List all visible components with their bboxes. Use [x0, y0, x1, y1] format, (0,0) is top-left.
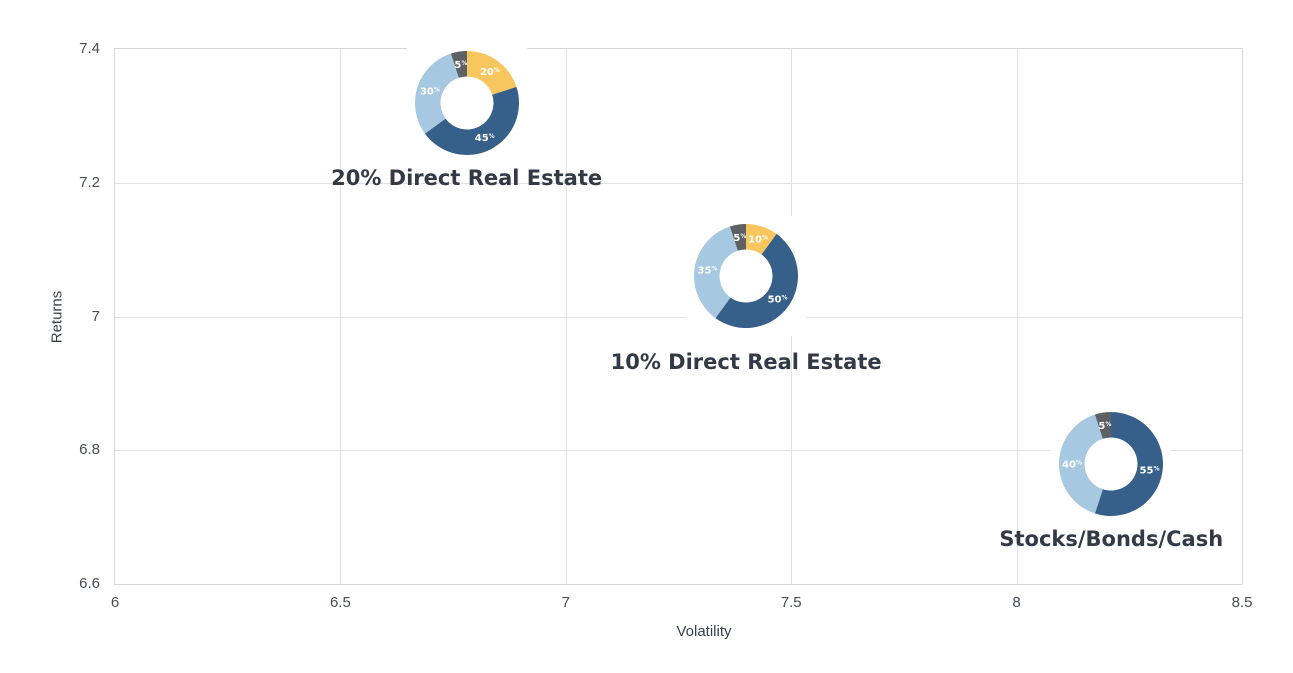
- donut-slice: [1095, 411, 1112, 439]
- donut-slice: [466, 50, 517, 95]
- donut-marker: 10% 50% 35% 5%: [686, 216, 807, 337]
- x-tick-label: 6.5: [329, 594, 351, 611]
- y-tick-label: 6.8: [79, 441, 100, 459]
- slice-percentage-label: 10%: [748, 235, 768, 246]
- x-tick-label: 6: [110, 594, 120, 611]
- slice-percentage-label: 5%: [454, 59, 467, 70]
- slice-percentage-label: 5%: [1099, 421, 1112, 432]
- slice-percentage-label: 40%: [1062, 459, 1082, 470]
- point-label: 20% Direct Real Estate: [331, 165, 603, 190]
- slice-percentage-label: 20%: [480, 66, 500, 77]
- donut-marker: 20% 45% 30% 5%: [406, 42, 527, 163]
- y-tick-label: 6.6: [79, 575, 100, 592]
- y-gridline: [115, 182, 1242, 184]
- donut-marker: 55% 40% 5%: [1051, 403, 1172, 524]
- point-label: Stocks/Bonds/Cash: [999, 526, 1224, 551]
- y-tick-label: 7: [91, 307, 100, 325]
- x-tick-label: 7: [561, 594, 570, 611]
- point-label: 10% Direct Real Estate: [610, 350, 882, 375]
- plot-area: [114, 48, 1243, 585]
- y-gridline: [115, 316, 1242, 318]
- donut-slice: [1059, 414, 1104, 514]
- slice-percentage-label: 30%: [420, 86, 440, 97]
- donut-slice: [715, 234, 799, 329]
- slice-percentage-label: 50%: [768, 295, 788, 306]
- donut-slice: [746, 224, 777, 255]
- slice-percentage-label: 5%: [734, 233, 747, 244]
- x-axis-title: Volatility: [676, 623, 732, 640]
- donut-slice: [1095, 411, 1164, 516]
- donut-slice: [424, 86, 519, 155]
- y-gridline: [115, 450, 1242, 452]
- x-tick-label: 8: [1012, 594, 1021, 611]
- slice-percentage-label: 35%: [698, 266, 718, 277]
- donut-slice: [730, 224, 747, 252]
- donut-slice: [450, 50, 467, 78]
- y-tick-label: 7.2: [79, 173, 100, 191]
- donut-slice: [414, 53, 459, 134]
- x-tick-label: 8.5: [1231, 594, 1253, 611]
- slice-percentage-label: 55%: [1140, 465, 1160, 476]
- x-tick-label: 7.5: [780, 594, 802, 611]
- donut-slice: [694, 226, 738, 319]
- y-tick-label: 7.4: [79, 40, 100, 57]
- slice-percentage-label: 45%: [474, 133, 494, 144]
